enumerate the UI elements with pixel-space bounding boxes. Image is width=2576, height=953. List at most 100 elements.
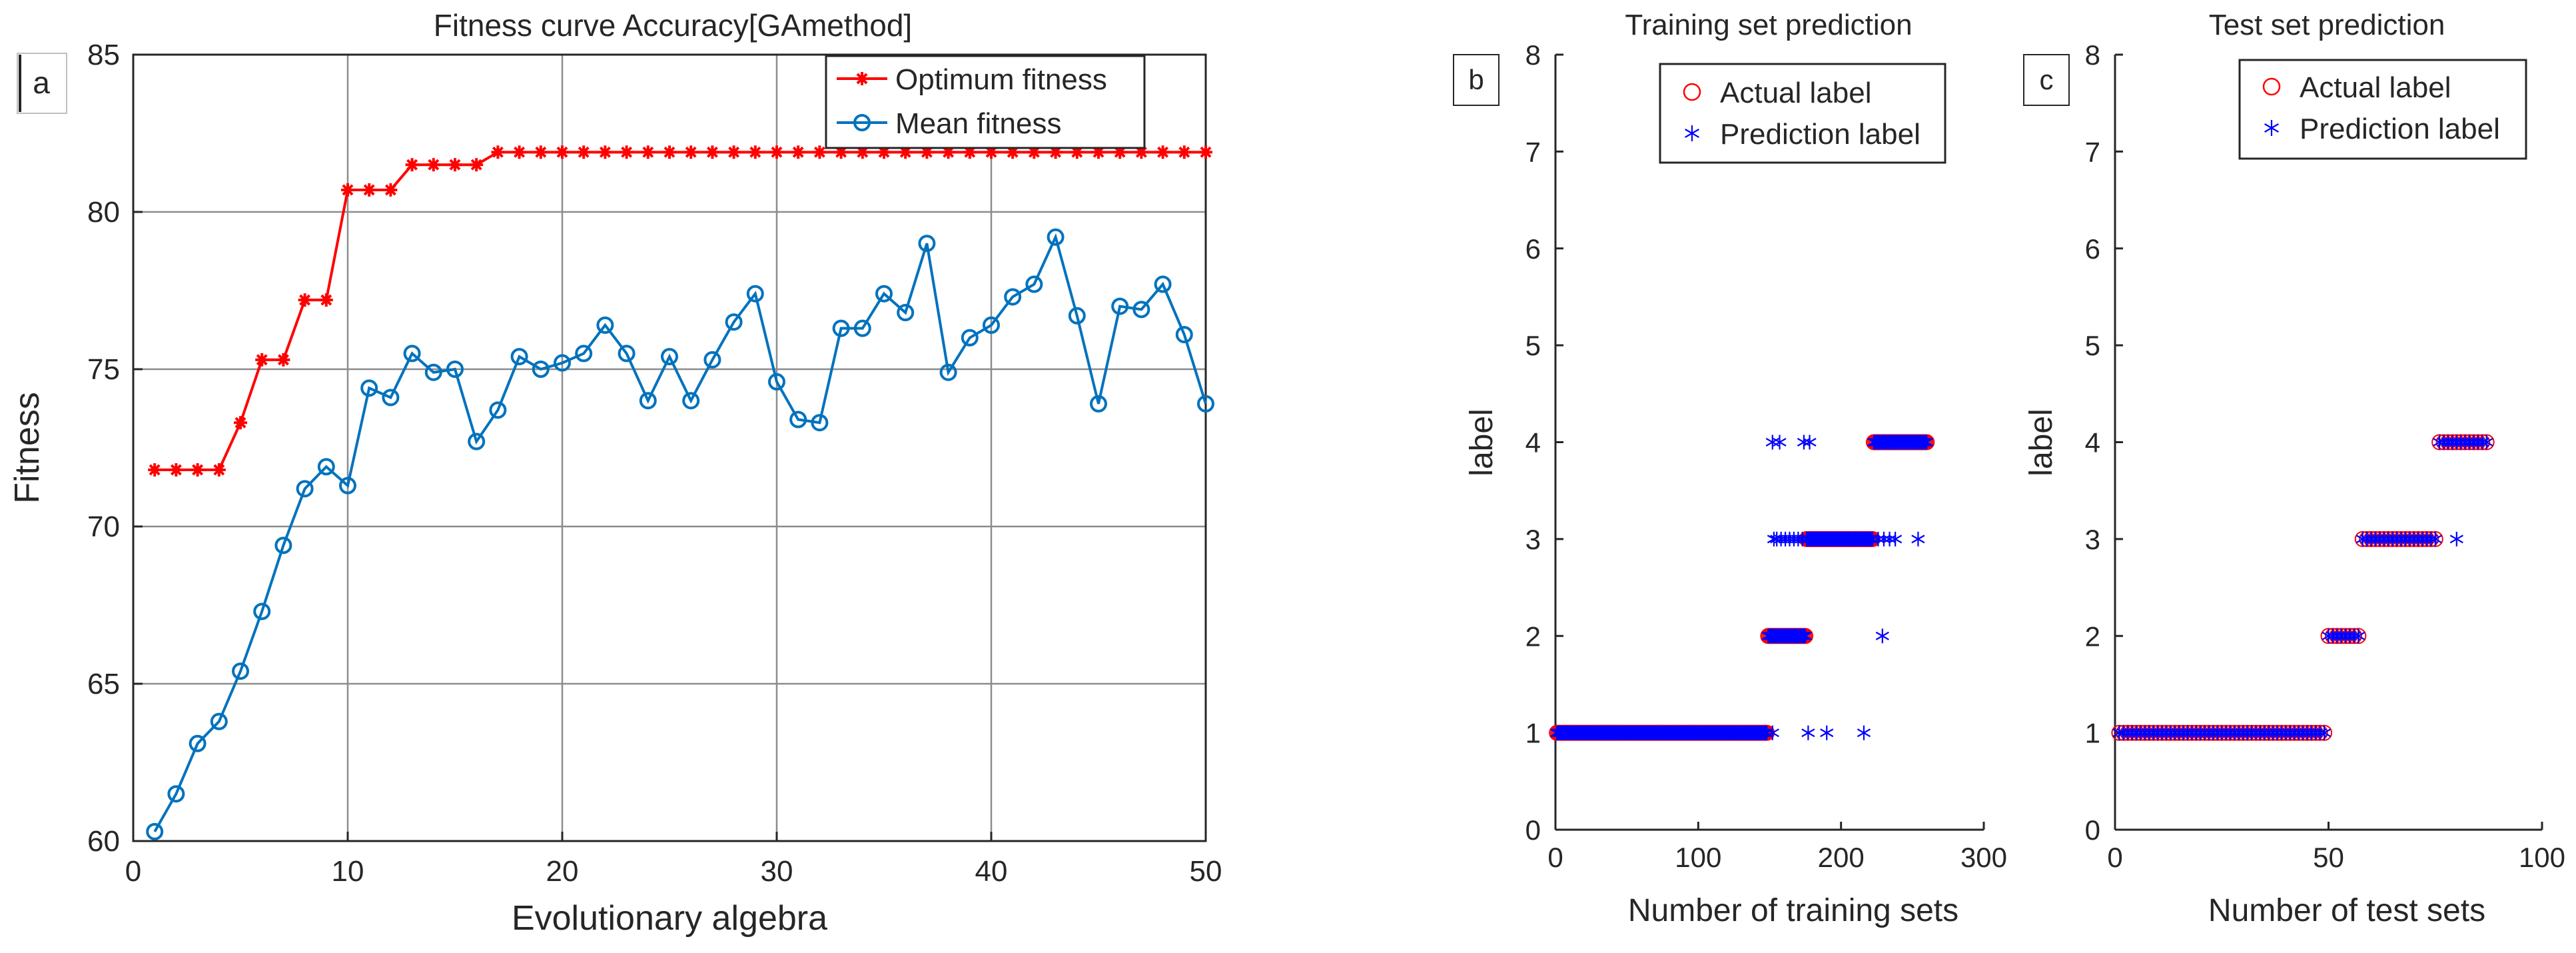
marker-stroke (771, 146, 783, 158)
chart-title: Test set prediction (2209, 9, 2445, 41)
marker-stroke (857, 146, 869, 158)
prediction-label-point (1799, 628, 1813, 644)
y-tick-label: 0 (1525, 814, 1541, 846)
optimum-point (598, 145, 612, 159)
mean-point (918, 235, 936, 253)
optimum-point (1199, 145, 1212, 159)
marker-stroke (2318, 728, 2332, 738)
mean-point (703, 351, 721, 369)
y-tick-label: 3 (2085, 524, 2100, 555)
mean-point (1197, 395, 1214, 413)
mean-point (1025, 275, 1043, 293)
legend-entry-mean: Mean fitness (837, 107, 1061, 140)
marker-stroke (985, 146, 997, 158)
prediction-label-point (2479, 435, 2493, 450)
mean-point (296, 480, 314, 498)
marker-stroke (685, 146, 697, 158)
optimum-point (834, 145, 848, 159)
y-tick-label: 5 (2085, 330, 2100, 361)
marker-stroke (213, 464, 225, 476)
optimum-point (813, 145, 827, 159)
marker-stroke (1920, 438, 1934, 447)
prediction-label-point (1875, 628, 1889, 644)
marker-stroke (1685, 129, 1699, 138)
mean-point (274, 536, 292, 554)
mean-point (532, 361, 550, 378)
marker-stroke (1765, 728, 1779, 738)
panel-label-box (17, 53, 67, 114)
circle-marker-icon (2262, 77, 2281, 96)
optimum-point (684, 145, 698, 159)
marker-stroke (535, 146, 547, 158)
legend-asterisk-glyph (2264, 120, 2279, 136)
marker-stroke (514, 146, 526, 158)
legend-entry-prediction: Prediction label (1685, 118, 1921, 151)
legend: Actual label Prediction label (2238, 59, 2527, 160)
mean-point (146, 822, 164, 840)
optimum-point (255, 353, 269, 367)
marker-stroke (1875, 631, 1889, 640)
mean-point (1090, 395, 1107, 413)
legend-box (825, 55, 1146, 149)
prediction-label-point (1767, 531, 1781, 546)
panel-label-b: b (1453, 54, 1500, 106)
x-tick-label: 40 (975, 855, 1008, 888)
optimum-point (276, 353, 290, 367)
marker-stroke (1773, 438, 1787, 447)
marker-stroke (2264, 123, 2279, 133)
marker-stroke (470, 159, 482, 171)
optimum-point (148, 463, 162, 477)
mean-point (789, 411, 807, 429)
y-tick-label: 6 (2085, 233, 2100, 265)
marker-stroke (149, 464, 161, 476)
optimum-point (234, 416, 247, 430)
legend-box (2238, 59, 2527, 160)
panel-c-test-prediction: Test set prediction 0 50 100 0 1 2 3 4 5 6 7 8 Numb… (2023, 9, 2565, 928)
optimum-point (319, 293, 333, 307)
prediction-label-point (1803, 435, 1817, 450)
marker-stroke (192, 464, 204, 476)
y-tick-label: 60 (87, 825, 120, 858)
marker-stroke (1883, 534, 1897, 544)
prediction-label-point (1765, 725, 1779, 740)
marker-stroke (835, 146, 847, 158)
mean-point (1004, 288, 1022, 306)
mean-point (575, 345, 593, 363)
marker-stroke (1114, 146, 1126, 158)
y-axis-label: label (1464, 409, 1500, 476)
marker-stroke (234, 417, 246, 429)
optimum-point (534, 145, 548, 159)
x-tick-label: 200 (1818, 842, 1865, 873)
legend-star-glyph (855, 72, 869, 85)
legend-label: Mean fitness (895, 107, 1061, 140)
legend-entry-optimum: Optimum fitness (837, 63, 1107, 96)
marker-stroke (1801, 728, 1815, 738)
mean-point (1068, 307, 1086, 325)
series-layer (146, 145, 1214, 840)
grid-lines (133, 55, 1206, 841)
prediction-label-point (1877, 531, 1891, 546)
mean-point (210, 712, 228, 730)
panel-label-box (2023, 54, 2070, 106)
series-layer (2111, 434, 2495, 741)
axis-ticks: 0 10 20 30 40 50 60 65 70 75 80 85 (87, 39, 1222, 888)
optimum-point (169, 463, 183, 477)
marker-stroke (1889, 534, 1903, 544)
y-tick-label: 70 (87, 510, 120, 543)
marker-stroke (878, 146, 890, 158)
y-axis-label: label (2024, 409, 2059, 476)
y-tick-label: 6 (1525, 233, 1541, 265)
mean-point (939, 363, 957, 381)
marker-stroke (1092, 146, 1104, 158)
y-tick-label: 75 (87, 353, 120, 386)
mean-point (403, 345, 421, 363)
mean-point (832, 319, 850, 337)
prediction-label-point (1773, 435, 1787, 450)
legend-label: Prediction label (1720, 118, 1921, 151)
optimum-point (426, 158, 440, 172)
mean-point (1154, 275, 1172, 293)
mean-point (1175, 326, 1193, 344)
prediction-label-point (1889, 531, 1903, 546)
panel-letter: c (2040, 64, 2054, 95)
